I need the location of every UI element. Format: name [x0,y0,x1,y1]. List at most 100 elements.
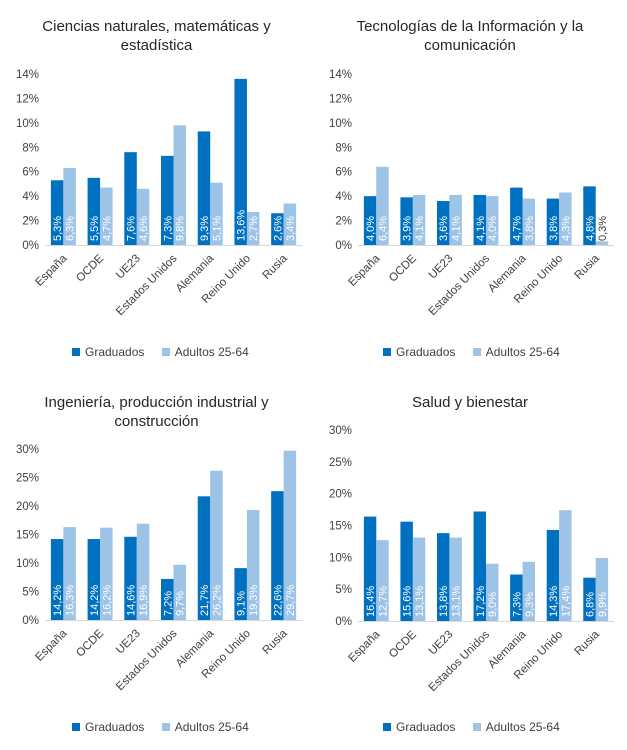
legend-label-adultos: Adultos 25-64 [174,345,249,359]
x-category-label: UE23 [427,253,456,282]
legend-item-adultos: Adultos 25-64 [161,720,249,734]
data-label: 22,6% [272,585,284,616]
y-tick-label: 2% [22,216,39,228]
legend-label-graduados: Graduados [85,345,145,359]
data-label: 9,9% [597,592,609,617]
legend-item-graduados: Graduados [383,720,455,734]
bar-graduados [124,152,137,245]
data-label: 15,6% [402,586,414,617]
data-label: 9,0% [487,592,499,617]
y-tick-label: 6% [335,167,352,179]
chart-title: Tecnologías de la Información y la comun… [313,17,627,55]
bar-graduados [473,194,486,245]
legend-label-adultos: Adultos 25-64 [174,720,249,734]
legend-swatch-adultos [161,723,170,731]
y-tick-label: 30% [329,425,352,437]
data-label: 14,2% [89,585,101,616]
bar-adultos [559,192,572,245]
bar-adultos [283,450,297,620]
bar-graduados [161,578,174,620]
data-label: 4,1% [451,216,463,241]
data-label: 4,3% [560,216,572,241]
x-category-label: Rusia [573,628,603,658]
y-tick-label: 0% [335,240,352,252]
bar-graduados [363,516,377,621]
bar-adultos [412,537,426,621]
x-category-label: OCDE [387,252,419,284]
bar-graduados [436,201,450,245]
bar-adultos [173,125,186,245]
data-label: 9,3% [199,216,211,241]
chart-title: Salud y bienestar [313,393,627,412]
data-label: 4,7% [101,216,113,241]
y-tick-label: 0% [335,616,352,628]
data-label: 21,7% [199,585,211,616]
bar-graduados [197,496,211,620]
chart-tecnologias-informacion: Tecnologías de la Información y la comun… [313,0,627,375]
bar-adultos [246,212,260,245]
bar-graduados [234,568,247,620]
bar-graduados [271,213,284,245]
bar-graduados [234,78,247,245]
data-label: 3,9% [402,216,414,241]
legend-label-adultos: Adultos 25-64 [485,720,560,734]
chart-salud-bienestar: Salud y bienestar 0% 5% 10% 15% 20% 25% 30% 16,… [313,375,627,750]
y-tick-label: 0% [22,615,39,627]
legend-item-adultos: Adultos 25-64 [472,345,560,359]
y-tick-label: 30% [16,444,39,456]
bar-graduados [161,155,174,245]
y-tick-label: 4% [335,191,352,203]
chart-title-line: Ciencias naturales, matemáticas y [42,18,271,35]
data-label: 7,2% [162,591,174,616]
legend-item-adultos: Adultos 25-64 [161,345,249,359]
data-label: 2,6% [272,216,284,241]
chart-title-line: construcción [114,413,199,430]
data-label: 9,7% [175,591,187,616]
bar-adultos [173,564,186,620]
data-label: 13,1% [414,586,426,617]
legend-swatch-adultos [472,723,481,731]
data-label: 0,3% [597,216,609,241]
data-label: 4,0% [487,216,499,241]
bar-adultos [210,182,223,245]
legend-label-adultos: Adultos 25-64 [485,345,560,359]
y-tick-label: 14% [329,69,352,81]
x-category-label: OCDE [74,627,106,659]
bar-graduados [436,533,450,621]
data-label: 17,2% [475,586,487,617]
bar-adultos [100,187,113,245]
data-label: 29,7% [285,585,297,616]
y-tick-label: 2% [335,216,352,228]
bar-graduados [583,577,596,621]
legend-swatch-graduados [72,348,80,356]
chart-title-line: Tecnologías de la Información y la [356,18,584,35]
data-label: 13,6% [236,210,248,241]
bar-adultos [595,241,609,245]
data-label: 6,3% [65,216,77,241]
data-label: 4,1% [414,216,426,241]
chart-legend: Graduados Adultos 25-64 [383,345,574,359]
y-tick-label: 8% [335,142,352,154]
data-label: 3,6% [438,216,450,241]
y-tick-label: 5% [22,587,39,599]
y-tick-label: 15% [16,530,39,542]
y-tick-label: 6% [22,167,39,179]
chart-title-line: estadística [120,37,193,54]
x-category-label: OCDE [387,628,419,660]
data-label: 5,1% [211,216,223,241]
bar-adultos [63,168,76,245]
data-label: 14,2% [52,585,64,616]
bar-adultos [486,563,499,621]
y-tick-label: 0% [22,240,39,252]
data-label: 5,5% [89,216,101,241]
data-label: 16,2% [101,585,113,616]
y-tick-label: 5% [335,584,352,596]
bar-adultos [63,527,76,620]
legend-swatch-adultos [161,348,170,356]
y-tick-label: 10% [16,118,39,130]
y-tick-label: 10% [329,118,352,130]
chart-plot: 0% 2% 4% 6% 8% 10% 12% 14% 5,3% 6,3% España 5,5% 4,7… [16,69,302,318]
data-label: 7,3% [511,592,523,617]
y-tick-label: 12% [16,93,39,105]
legend-item-graduados: Graduados [72,720,144,734]
